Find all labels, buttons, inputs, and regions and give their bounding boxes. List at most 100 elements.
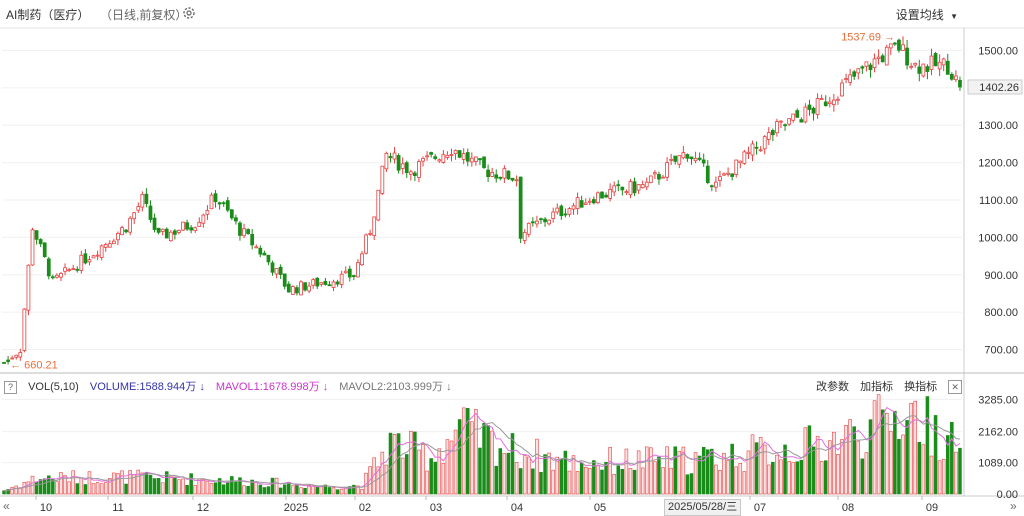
candle-body [83,253,88,264]
candle-body [368,232,372,235]
candle-body [506,170,511,180]
candle-body [823,101,828,107]
candlestick [181,221,185,232]
volume-bar [730,443,734,495]
candle-body [490,171,495,177]
candlestick [116,231,120,246]
volume-axis: 3285.00 2162.00 1089.00 0.00 [978,394,1018,501]
candlestick [164,227,169,239]
volume-bar [758,436,763,495]
candlestick [697,152,702,162]
candlestick [124,229,128,234]
candle-body [709,185,714,188]
volume-bar [571,455,576,495]
scroll-right-button[interactable]: » [1010,499,1017,513]
candlestick [433,154,438,161]
candle-body [587,200,592,203]
time-tick-label: 09 [926,502,938,514]
add-indicator-button[interactable]: 加指标 [860,381,894,393]
candle-body [807,104,812,110]
low-price-annotation: ← 660.21 [10,359,58,371]
scroll-left-button[interactable]: « [3,499,10,513]
candlestick [193,226,198,233]
candlestick [327,280,332,287]
candlestick [136,202,141,214]
candle-body [396,155,401,171]
candle-body [722,173,726,176]
candlestick [827,96,832,108]
candlestick [807,99,812,116]
candlestick [742,149,747,165]
candlestick [795,108,800,119]
candlestick [872,53,877,73]
volume-bar [583,466,588,495]
candlestick [579,195,584,208]
close-icon[interactable]: ✕ [948,380,963,394]
volume-bar [494,465,499,495]
candlestick [762,134,767,155]
candle-body [124,229,128,233]
candle-body [701,159,706,164]
candlestick [494,169,499,183]
candlestick [286,281,291,293]
candle-body [14,354,19,358]
volume-bar [897,438,901,495]
candlestick [612,181,617,197]
help-button[interactable]: ? [4,381,17,394]
candlestick [526,222,531,238]
edit-params-button[interactable]: 改参数 [816,381,849,393]
candle-body [197,221,202,227]
candle-body [221,202,226,205]
candle-body [644,181,649,188]
candle-body [234,217,238,222]
volume-bar [181,478,185,495]
settings-ma-button[interactable]: 设置均线 ▼ [896,6,958,23]
volume-bar [775,454,779,495]
candlestick [856,68,861,80]
volume-bar [925,396,930,495]
candle-body [148,205,153,220]
mavol1-line [3,406,961,492]
candle-body [376,189,381,221]
volume-bar [543,454,547,495]
candle-body [880,55,885,63]
volume-value: VOLUME:1588.944万 [89,381,197,393]
candlestick [880,53,885,63]
candle-body [579,200,584,208]
gear-icon[interactable] [182,6,196,20]
candlestick [95,250,100,261]
candlestick [876,49,881,65]
candlestick [50,274,55,280]
candlestick [307,282,311,294]
candle-body [929,55,934,70]
candlestick [640,180,645,189]
candle-body [238,222,242,236]
candlestick [636,184,641,195]
switch-indicator-button[interactable]: 换指标 [904,381,938,393]
candlestick [421,156,425,167]
volume-bar [356,485,360,495]
candle-body [421,158,425,162]
candlestick [685,153,690,162]
candle-body [46,258,51,277]
candlestick [132,211,137,225]
volume-bar [413,431,417,495]
volume-bar [136,469,141,495]
settings-ma-label: 设置均线 [895,8,944,22]
volume-bar [856,440,861,495]
candlestick [832,93,836,112]
volume-bar [315,486,320,495]
candle-body [433,156,438,159]
candlestick [738,160,743,169]
candlestick [657,171,661,185]
candle-body [417,161,421,178]
volume-ma-lines [3,406,961,492]
volume-bar [295,483,299,495]
candle-body [653,172,657,175]
candlestick [949,72,954,81]
volume-bar [852,426,856,495]
candle-body [640,184,645,189]
candle-body [193,227,198,232]
candle-body [815,98,820,115]
